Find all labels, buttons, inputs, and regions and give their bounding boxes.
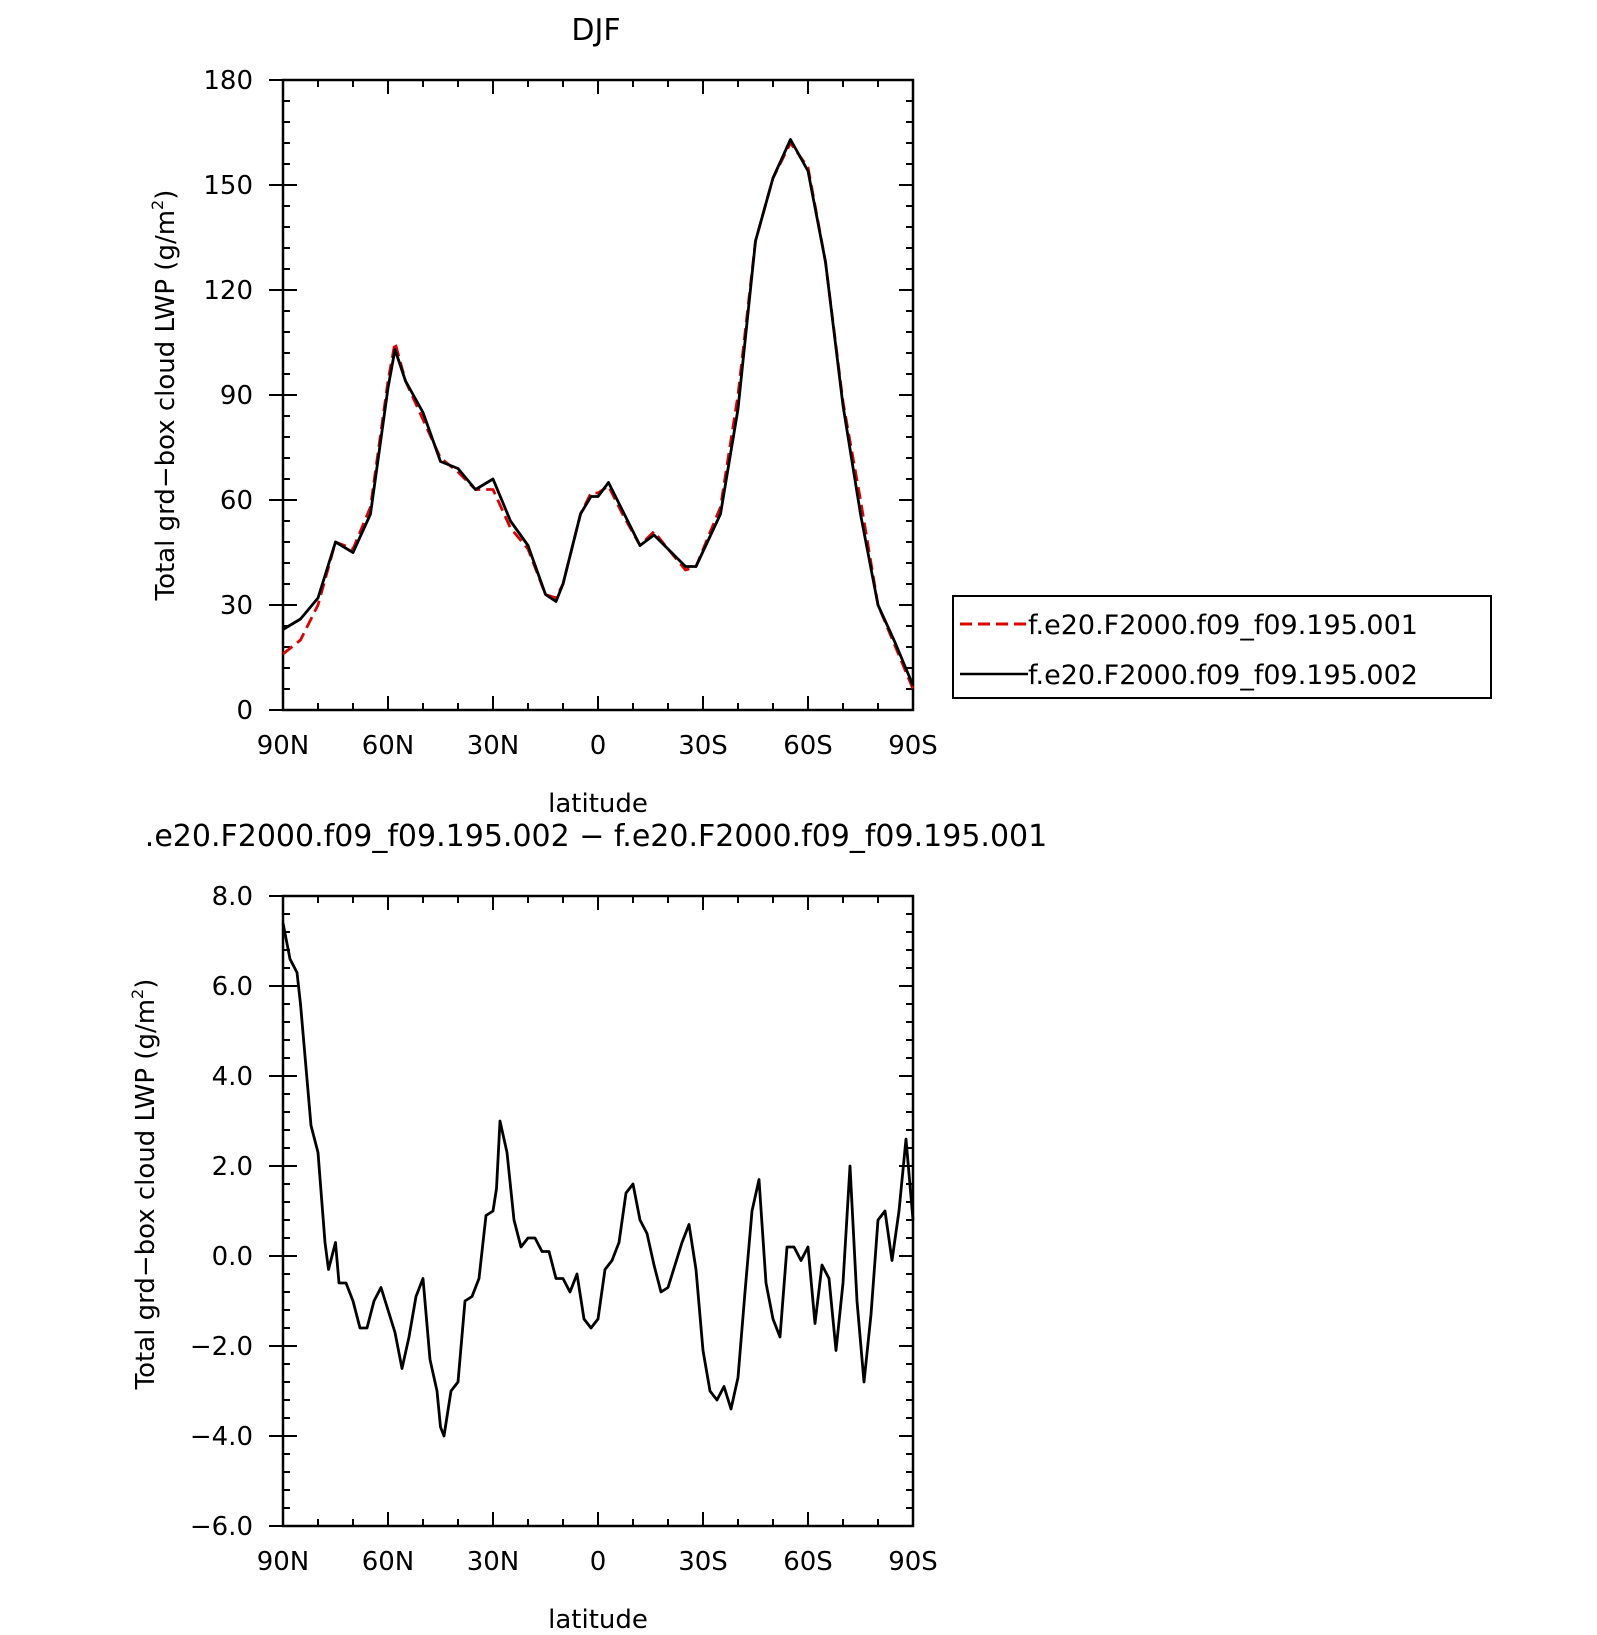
top-series-line-2 — [282, 138, 915, 687]
bottom-x-tick-label: 60N — [362, 1547, 415, 1577]
bottom-y-tick-label: 4.0 — [212, 1062, 253, 1092]
top-x-tick-label: 30N — [467, 731, 520, 761]
top-x-tick-label: 90S — [888, 731, 938, 761]
bottom-y-tick-label: 0.0 — [212, 1242, 253, 1272]
bottom-y-tick-label: 2.0 — [212, 1152, 253, 1182]
top-x-tick-label: 0 — [590, 731, 607, 761]
bottom-x-tick-label: 0 — [590, 1547, 607, 1577]
top-chart-title: DJF — [571, 13, 620, 48]
legend-box — [952, 595, 1492, 699]
bottom-plot-frame — [281, 894, 915, 1528]
top-plot-series — [282, 138, 915, 690]
top-y-tick-label: 60 — [220, 486, 253, 516]
top-y-axis-label: Total grd−box cloud LWP (g/m2) — [148, 190, 181, 602]
top-plot-frame — [281, 78, 915, 712]
top-plot-axes: 90N 60N 30N 0 30S 60S 90S 0 30 60 90 120 150 180 — [203, 66, 937, 761]
bottom-y-tick-label: −4.0 — [190, 1422, 253, 1452]
top-x-tick-label: 30S — [678, 731, 728, 761]
top-y-tick-label: 30 — [220, 591, 253, 621]
top-y-axis-label-main: Total grd−box cloud LWP (g/m — [151, 210, 181, 601]
bottom-x-tick-label: 60S — [783, 1547, 833, 1577]
bottom-x-axis-label: latitude — [548, 1605, 648, 1635]
bottom-y-axis-label-main: Total grd−box cloud LWP (g/m — [131, 999, 161, 1390]
top-x-tick-label: 60S — [783, 731, 833, 761]
top-y-tick-label: 90 — [220, 381, 253, 411]
bottom-x-tick-label: 30S — [678, 1547, 728, 1577]
bottom-y-tick-label: 8.0 — [212, 882, 253, 912]
top-x-tick-label: 60N — [362, 731, 415, 761]
top-y-tick-label: 180 — [203, 66, 253, 96]
top-y-tick-label: 150 — [203, 171, 253, 201]
bottom-chart-title: .e20.F2000.f09_f09.195.002 − f.e20.F2000… — [145, 819, 1047, 854]
bottom-plot-ticks: 90N 60N 30N 0 30S 60S 90S −6.0 −4.0 −2.0 0.0 2.0 4.0… — [190, 882, 938, 1577]
bottom-plot-axes: 90N 60N 30N 0 30S 60S 90S −6.0 −4.0 −2.0 0.0 2.0 4.0… — [190, 882, 938, 1577]
bottom-x-tick-label: 90S — [888, 1547, 938, 1577]
bottom-series-line-1 — [281, 922, 915, 1438]
bottom-y-tick-label: −2.0 — [190, 1332, 253, 1362]
legend: f.e20.F2000.f09_f09.195.001 f.e20.F2000.… — [952, 595, 1492, 699]
bottom-x-tick-label: 30N — [467, 1547, 520, 1577]
bottom-y-axis-label: Total grd−box cloud LWP (g/m2) — [128, 979, 161, 1391]
top-y-tick-label: 120 — [203, 276, 253, 306]
top-x-axis-label: latitude — [548, 789, 648, 819]
bottom-y-axis-label-sup: 2 — [128, 989, 147, 999]
legend-item-002: f.e20.F2000.f09_f09.195.002 — [1028, 660, 1418, 691]
bottom-plot-series — [281, 922, 915, 1438]
top-y-tick-label: 0 — [236, 696, 253, 726]
top-x-tick-label: 90N — [257, 731, 310, 761]
bottom-y-tick-label: 6.0 — [212, 972, 253, 1002]
top-y-axis-label-end: ) — [151, 190, 181, 200]
top-plot-ticks: 90N 60N 30N 0 30S 60S 90S 0 30 60 90 120 150 180 — [203, 66, 937, 761]
legend-item-001: f.e20.F2000.f09_f09.195.001 — [1028, 610, 1418, 641]
top-y-axis-label-sup: 2 — [148, 200, 167, 210]
bottom-y-axis-label-end: ) — [131, 979, 161, 989]
bottom-y-tick-label: −6.0 — [190, 1512, 253, 1542]
bottom-x-tick-label: 90N — [257, 1547, 310, 1577]
